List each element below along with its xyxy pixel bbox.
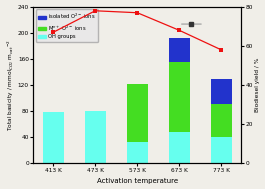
Bar — [169, 38, 190, 62]
Bar — [169, 62, 190, 132]
Bar — [211, 79, 232, 104]
Bar — [43, 112, 64, 163]
Y-axis label: Total basicity / mmol$_{CO_2}$ m$_{cat}$$^{-2}$: Total basicity / mmol$_{CO_2}$ m$_{cat}$… — [5, 39, 16, 131]
Bar — [169, 132, 190, 163]
X-axis label: Activation temperature: Activation temperature — [97, 178, 178, 184]
Y-axis label: Biodiesel yield / %: Biodiesel yield / % — [255, 58, 260, 112]
Bar — [127, 84, 148, 142]
Bar — [85, 111, 106, 163]
Bar — [211, 104, 232, 137]
Bar — [211, 137, 232, 163]
Legend: isolated O$^{2-}$ ions, M$^{n+}$-O$^{2-}$ ions, OH groups: isolated O$^{2-}$ ions, M$^{n+}$-O$^{2-}… — [36, 9, 98, 42]
Bar — [127, 142, 148, 163]
